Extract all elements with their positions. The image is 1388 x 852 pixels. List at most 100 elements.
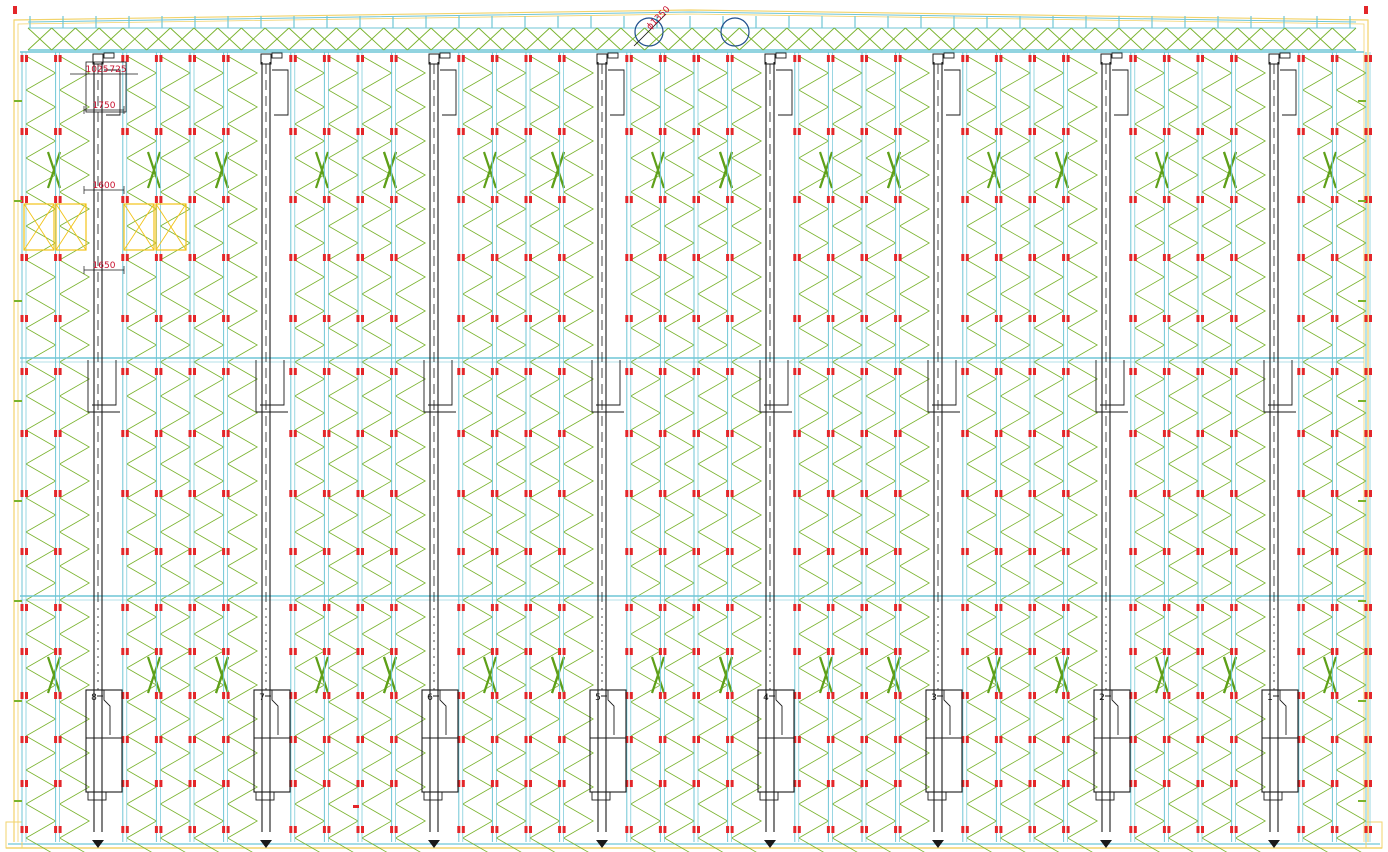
beam-marker (1297, 315, 1301, 322)
beam-marker (54, 490, 58, 497)
beam-marker (1297, 368, 1301, 375)
beam-marker (361, 254, 364, 261)
beam-marker (1301, 196, 1305, 203)
beam-marker (188, 128, 192, 135)
beam-marker (1028, 736, 1032, 743)
beam-marker (961, 604, 965, 611)
beam-marker (826, 548, 830, 555)
beam-marker (289, 430, 293, 437)
wall-girt-marker (1358, 400, 1366, 402)
highlight-panel (123, 203, 155, 251)
beam-marker (125, 254, 129, 261)
wall-girt-marker (1358, 200, 1366, 202)
beam-marker (495, 254, 499, 261)
beam-marker (1028, 604, 1032, 611)
beam-marker (826, 736, 830, 743)
beam-marker (999, 692, 1003, 699)
beam-marker (58, 315, 62, 322)
beam-marker (562, 430, 566, 437)
beam-marker (994, 604, 998, 611)
beam-marker (1297, 736, 1301, 743)
beam-marker (558, 692, 562, 699)
crane-upper-cabin (1112, 69, 1129, 116)
beam-marker (1234, 490, 1238, 497)
beam-marker (327, 648, 331, 655)
truss-diagonal (1331, 27, 1357, 51)
beam-marker (54, 128, 58, 135)
beam-marker (1364, 55, 1368, 62)
beam-marker (865, 692, 868, 699)
beam-marker (121, 254, 125, 261)
beam-marker (25, 254, 28, 261)
beam-marker (1196, 692, 1200, 699)
beam-marker (860, 315, 864, 322)
wall-girt-marker (14, 100, 22, 102)
crane-top-wheel (607, 52, 619, 59)
beam-marker (293, 128, 297, 135)
crane-lifting-carriage (589, 689, 627, 793)
crane-bottom-wheel (1268, 840, 1280, 848)
beam-marker (1167, 315, 1171, 322)
crane-top-wheel (439, 52, 451, 59)
beam-marker (1167, 55, 1171, 62)
beam-marker (154, 826, 158, 833)
beam-marker (965, 780, 969, 787)
beam-marker (394, 55, 398, 62)
beam-marker (1062, 780, 1066, 787)
beam-marker (1369, 648, 1372, 655)
beam-marker (188, 548, 192, 555)
roof-truss (27, 11, 1357, 51)
beam-marker (193, 368, 196, 375)
beam-marker (1066, 430, 1070, 437)
beam-marker (1330, 254, 1334, 261)
beam-marker (461, 368, 465, 375)
beam-marker (193, 490, 196, 497)
beam-marker (1033, 548, 1036, 555)
beam-marker (125, 604, 129, 611)
crane-fork-outline (439, 690, 447, 735)
beam-marker (797, 128, 801, 135)
beam-marker (193, 604, 196, 611)
beam-marker (793, 780, 797, 787)
beam-marker (322, 692, 326, 699)
beam-marker (188, 430, 192, 437)
beam-marker (1364, 692, 1368, 699)
beam-markers (14, 55, 1372, 833)
beam-marker (154, 736, 158, 743)
crane-base (591, 791, 611, 801)
heavy-x-brace (1222, 151, 1238, 189)
beam-marker (289, 648, 293, 655)
beam-marker (524, 196, 528, 203)
zigzag-bracing (664, 55, 695, 852)
aisle-number: 1 (1267, 693, 1273, 703)
beam-marker (965, 736, 969, 743)
truss-diagonal (1094, 27, 1120, 51)
beam-marker (625, 430, 629, 437)
beam-marker (289, 780, 293, 787)
beam-marker (1062, 55, 1066, 62)
beam-marker (1234, 736, 1238, 743)
beam-marker (658, 490, 662, 497)
beam-marker (663, 826, 667, 833)
beam-marker (1234, 648, 1238, 655)
beam-marker (1066, 55, 1070, 62)
heavy-x-brace (482, 151, 498, 189)
beam-marker (394, 315, 398, 322)
beam-marker (1162, 736, 1166, 743)
beam-marker (831, 780, 835, 787)
beam-marker (831, 826, 835, 833)
beam-marker (222, 648, 226, 655)
beam-marker (322, 604, 326, 611)
beam-marker (730, 692, 734, 699)
beam-marker (894, 648, 898, 655)
truss-diagonal (691, 27, 717, 51)
beam-marker (159, 826, 163, 833)
beam-marker (289, 254, 293, 261)
beam-marker (226, 315, 230, 322)
beam-marker (54, 368, 58, 375)
beam-marker (461, 736, 465, 743)
beam-marker (831, 55, 835, 62)
beam-marker (894, 692, 898, 699)
truss-diagonal (1142, 27, 1167, 51)
beam-marker (658, 128, 662, 135)
